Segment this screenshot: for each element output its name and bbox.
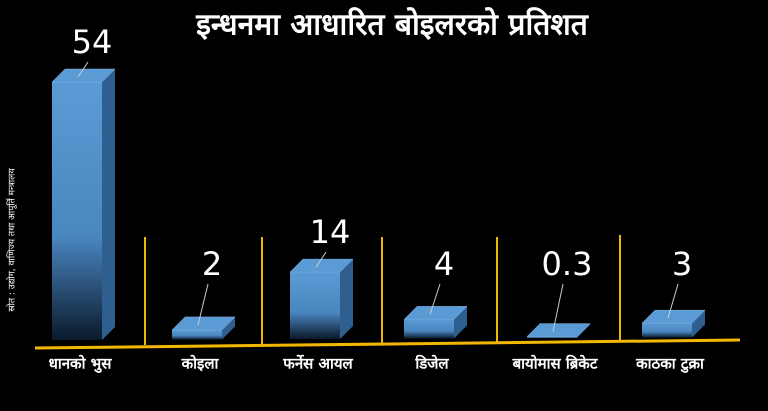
value-label: 2 (202, 245, 222, 283)
value-label: 54 (72, 23, 113, 61)
leader-line (667, 283, 679, 319)
bar-top (403, 306, 468, 320)
bar-top (289, 258, 354, 273)
leader-line (77, 61, 89, 78)
x-tick-label: फर्नेस आयल (282, 355, 353, 373)
x-tick-label: काठका टुक्रा (635, 355, 705, 374)
bar-top (641, 309, 706, 324)
bar-top (51, 68, 116, 83)
bar (290, 272, 340, 339)
bar (52, 82, 102, 340)
leader-line (197, 283, 209, 326)
x-tick-label: बायोमास ब्रिकेट (512, 355, 599, 373)
leader-line (429, 283, 441, 315)
baseline (34, 338, 741, 350)
value-label: 3 (672, 245, 692, 283)
source-note: स्रोत : उद्योग, वाणिज्य तथा आपूर्ति मन्त… (6, 168, 18, 312)
bar-side (454, 306, 467, 339)
bar-side (577, 323, 590, 338)
bar-side (340, 259, 353, 339)
bar (404, 319, 454, 339)
bar-side (222, 316, 235, 340)
bar (172, 329, 222, 340)
leader-line (552, 283, 564, 332)
bar (527, 336, 577, 338)
x-tick-label: धानको भुस (49, 355, 113, 374)
value-label: 4 (434, 245, 454, 283)
value-label: 0.3 (542, 245, 593, 283)
value-label: 14 (310, 213, 351, 251)
separators (144, 235, 621, 345)
bar (642, 323, 692, 338)
leader-line (315, 251, 327, 268)
bar-top (171, 316, 236, 331)
chart-title: इन्धनमा आधारित बोइलरको प्रतिशत (195, 7, 590, 43)
bar-side (692, 310, 705, 338)
x-tick-label: डिजेल (414, 355, 449, 373)
x-tick-label: कोइला (181, 355, 220, 373)
bar-top (526, 323, 591, 337)
bar-side (102, 69, 115, 340)
